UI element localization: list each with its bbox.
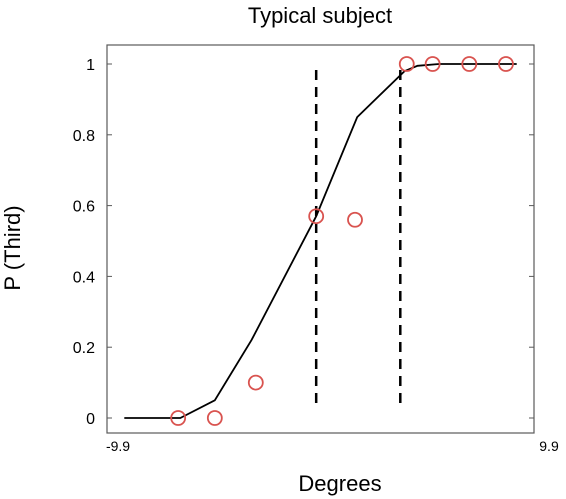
- observed-data-point: [308, 208, 325, 225]
- y-tick-label: 0.2: [73, 340, 95, 357]
- observed-data-point: [498, 56, 514, 72]
- y-tick-label: 0.8: [73, 128, 95, 145]
- x-axis-label: Degrees: [298, 471, 381, 496]
- observed-data-point: [461, 56, 478, 72]
- fit-curve-layer: [124, 63, 517, 419]
- y-axis-ticks: 0 0.2 0.4 0.6 0.8 1: [73, 57, 534, 428]
- y-tick-label: 0.4: [73, 269, 95, 286]
- y-axis-label: P (Third): [0, 205, 25, 290]
- chart-title: Typical subject: [248, 3, 392, 28]
- observed-data-point: [424, 56, 441, 72]
- psychometric-fit-line: [124, 63, 517, 419]
- observed-data-point: [170, 410, 187, 426]
- observed-data-point: [206, 410, 223, 426]
- reference-lines: [314, 70, 402, 407]
- y-tick-label: 0.6: [73, 199, 95, 216]
- observed-data-point: [347, 211, 363, 228]
- plot-area-frame: [106, 44, 535, 434]
- x-tick-label-max: 9.9: [539, 438, 559, 454]
- observed-data-point: [247, 374, 264, 391]
- x-tick-label-min: -9.9: [106, 438, 130, 454]
- y-tick-label: 1: [86, 57, 95, 74]
- y-tick-label: 0: [86, 411, 95, 428]
- observed-points-layer: [170, 56, 514, 426]
- observed-data-point: [398, 56, 415, 72]
